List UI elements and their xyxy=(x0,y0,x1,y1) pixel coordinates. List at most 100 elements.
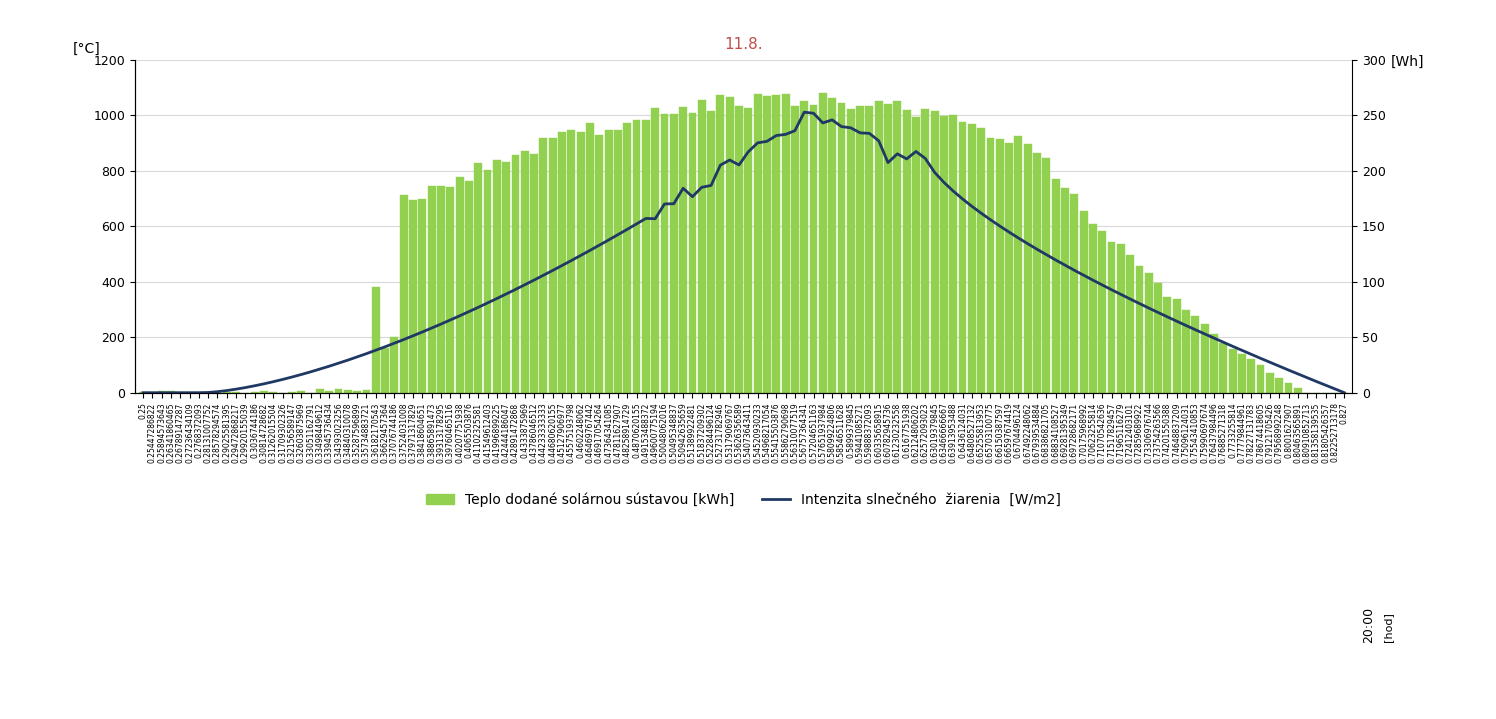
Bar xyxy=(661,114,669,393)
Bar xyxy=(800,101,808,393)
Bar xyxy=(549,138,557,393)
Bar xyxy=(456,178,464,393)
Text: 20:00: 20:00 xyxy=(1363,607,1375,643)
Bar xyxy=(558,132,565,393)
Title: 11.8.: 11.8. xyxy=(724,37,763,52)
Bar xyxy=(586,124,594,393)
Bar xyxy=(679,107,687,393)
Bar xyxy=(818,93,827,393)
Bar xyxy=(595,134,603,393)
Bar xyxy=(1173,299,1180,393)
Bar xyxy=(633,120,640,393)
Bar xyxy=(977,128,984,393)
Bar xyxy=(1275,377,1284,393)
Bar xyxy=(1135,266,1143,393)
Bar xyxy=(866,106,874,393)
Bar xyxy=(670,114,678,393)
Bar xyxy=(1023,145,1032,393)
Line: Intenzita slnečného  žiarenia  [W/m2]: Intenzita slnečného žiarenia [W/m2] xyxy=(144,112,1345,393)
Bar xyxy=(1201,324,1209,393)
Bar xyxy=(959,122,966,393)
Bar xyxy=(168,391,175,393)
Bar xyxy=(381,348,389,393)
Bar xyxy=(604,130,612,393)
Intenzita slnečného  žiarenia  [W/m2] xyxy=(1028,245,1046,254)
Bar xyxy=(260,391,268,393)
Bar xyxy=(399,196,407,393)
Bar xyxy=(1219,342,1227,393)
Bar xyxy=(829,98,836,393)
Bar xyxy=(1126,255,1134,393)
Bar xyxy=(1164,297,1171,393)
Bar xyxy=(446,188,455,393)
Bar xyxy=(521,152,528,393)
Bar xyxy=(1239,354,1246,393)
Y-axis label: [°C]: [°C] xyxy=(72,42,100,56)
Bar xyxy=(390,337,398,393)
Bar xyxy=(1061,188,1070,393)
Bar xyxy=(950,115,957,393)
Bar xyxy=(856,106,865,393)
Bar xyxy=(688,113,696,393)
Bar xyxy=(875,101,883,393)
Intenzita slnečného  žiarenia  [W/m2] xyxy=(1085,276,1103,285)
Bar xyxy=(1098,231,1106,393)
Bar xyxy=(642,119,649,393)
Bar xyxy=(781,94,790,393)
Bar xyxy=(809,105,817,393)
Bar xyxy=(1034,152,1041,393)
Bar xyxy=(791,106,799,393)
Bar xyxy=(577,132,585,393)
Bar xyxy=(325,391,334,393)
Bar xyxy=(316,388,323,393)
Bar xyxy=(847,109,854,393)
Bar xyxy=(1052,179,1059,393)
Bar xyxy=(408,200,417,393)
Legend: Teplo dodané solárnou sústavou [kWh], Intenzita slnečného  žiarenia  [W/m2]: Teplo dodané solárnou sústavou [kWh], In… xyxy=(420,487,1067,513)
Bar xyxy=(1080,211,1088,393)
Bar xyxy=(1182,311,1189,393)
Bar xyxy=(567,129,576,393)
Bar xyxy=(968,124,975,393)
Bar xyxy=(913,117,920,393)
Y-axis label: [Wh]: [Wh] xyxy=(1390,55,1424,69)
Bar xyxy=(939,116,948,393)
Text: [hod]: [hod] xyxy=(1384,612,1393,642)
Bar xyxy=(884,104,892,393)
Bar xyxy=(717,95,724,393)
Intenzita slnečného  žiarenia  [W/m2] xyxy=(758,137,776,146)
Bar xyxy=(512,155,519,393)
Bar xyxy=(986,137,995,393)
Bar xyxy=(298,391,305,393)
Bar xyxy=(996,139,1004,393)
Bar xyxy=(708,111,715,393)
Bar xyxy=(772,95,781,393)
Bar xyxy=(931,111,938,393)
Bar xyxy=(1043,157,1050,393)
Intenzita slnečného  žiarenia  [W/m2] xyxy=(1336,388,1354,397)
Bar xyxy=(419,199,426,393)
Bar xyxy=(893,101,901,393)
Bar xyxy=(437,186,444,393)
Bar xyxy=(1191,316,1200,393)
Intenzita slnečného  žiarenia  [W/m2] xyxy=(646,214,664,223)
Bar xyxy=(1107,242,1116,393)
Bar xyxy=(1014,136,1022,393)
Bar xyxy=(139,392,147,393)
Bar xyxy=(483,170,492,393)
Bar xyxy=(1266,373,1273,393)
Bar xyxy=(465,181,473,393)
Bar xyxy=(697,100,706,393)
Intenzita slnečného  žiarenia  [W/m2] xyxy=(935,178,953,187)
Bar xyxy=(902,110,911,393)
Bar xyxy=(651,108,660,393)
Bar xyxy=(1070,193,1079,393)
Bar xyxy=(362,390,371,393)
Bar xyxy=(726,97,733,393)
Intenzita slnečného  žiarenia  [W/m2] xyxy=(459,307,477,316)
Bar xyxy=(353,391,361,393)
Bar xyxy=(624,123,631,393)
Bar xyxy=(1089,224,1097,393)
Intenzita slnečného  žiarenia  [W/m2] xyxy=(135,388,153,397)
Bar xyxy=(763,96,770,393)
